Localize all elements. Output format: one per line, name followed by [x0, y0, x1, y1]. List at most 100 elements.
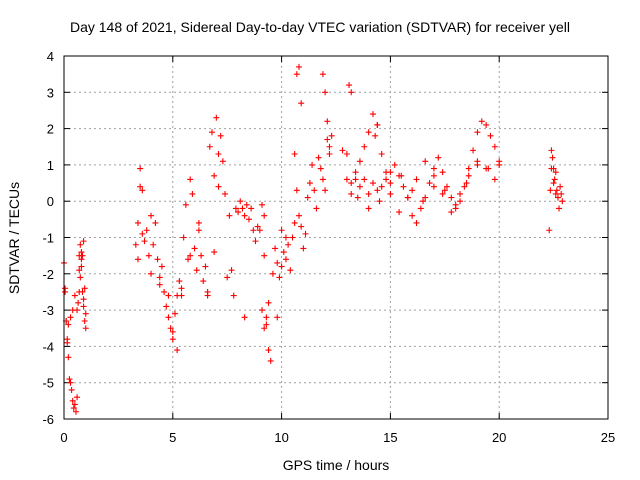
y-tick-label: -5: [42, 376, 54, 391]
data-point: [365, 129, 372, 136]
data-point: [376, 198, 383, 205]
data-point: [265, 299, 272, 306]
data-point: [178, 285, 185, 292]
data-point: [202, 263, 209, 270]
data-point: [554, 194, 561, 201]
data-point: [422, 194, 429, 201]
data-point: [139, 230, 146, 237]
data-point: [448, 194, 455, 201]
data-point: [145, 252, 152, 259]
data-point: [67, 379, 74, 386]
data-point: [74, 394, 81, 401]
data-point: [300, 245, 307, 252]
data-point: [291, 151, 298, 158]
data-point: [206, 143, 213, 150]
data-point: [378, 183, 385, 190]
data-point: [191, 245, 198, 252]
data-point: [77, 274, 84, 281]
data-point: [276, 274, 283, 281]
data-point: [245, 216, 252, 223]
data-point: [195, 219, 202, 226]
data-point: [304, 194, 311, 201]
data-point: [219, 158, 226, 165]
data-point: [546, 227, 553, 234]
data-point: [483, 121, 490, 128]
data-point: [343, 176, 350, 183]
data-point: [171, 310, 178, 317]
data-point: [272, 245, 279, 252]
data-point: [422, 158, 429, 165]
data-point: [352, 169, 359, 176]
data-point: [435, 154, 442, 161]
data-point: [200, 278, 207, 285]
data-point: [180, 234, 187, 241]
data-point: [165, 314, 172, 321]
data-point: [65, 354, 72, 361]
data-point: [185, 256, 192, 263]
data-point: [420, 198, 427, 205]
data-point: [78, 249, 85, 256]
data-point: [296, 212, 303, 219]
data-point: [550, 180, 557, 187]
data-point: [378, 151, 385, 158]
data-point: [156, 274, 163, 281]
data-point: [263, 314, 270, 321]
data-point: [356, 183, 363, 190]
data-point: [547, 187, 554, 194]
data-point: [187, 176, 194, 183]
data-point: [81, 285, 88, 292]
data-point: [430, 172, 437, 179]
data-point: [496, 161, 503, 168]
data-point: [167, 325, 174, 332]
data-point: [439, 169, 446, 176]
data-point: [474, 129, 481, 136]
y-tick-label: -6: [42, 412, 54, 427]
data-point: [213, 114, 220, 121]
data-point: [250, 227, 257, 234]
x-tick-labels: 0 5 10 15 20 25: [60, 430, 615, 445]
data-point: [280, 249, 287, 256]
data-point: [322, 89, 329, 96]
data-point: [278, 263, 285, 270]
y-tick-label: 3: [47, 85, 54, 100]
data-point: [400, 183, 407, 190]
data-point: [293, 187, 300, 194]
data-point: [417, 205, 424, 212]
data-point: [226, 212, 233, 219]
data-point: [457, 190, 464, 197]
data-point: [296, 63, 303, 70]
data-point: [80, 296, 87, 303]
data-point: [348, 180, 355, 187]
data-point: [193, 267, 200, 274]
data-point: [70, 405, 77, 412]
data-point: [77, 241, 84, 248]
data-point: [230, 292, 237, 299]
data-point: [248, 205, 255, 212]
data-point: [409, 212, 416, 219]
data-point: [72, 408, 79, 415]
data-point: [189, 190, 196, 197]
data-point: [361, 176, 368, 183]
data-point: [269, 270, 276, 277]
data-point: [79, 288, 86, 295]
data-point: [263, 321, 270, 328]
data-point: [148, 212, 155, 219]
data-point: [261, 252, 268, 259]
data-point: [387, 180, 394, 187]
x-tick-label: 0: [60, 430, 67, 445]
data-point: [267, 357, 274, 364]
data-point: [291, 219, 298, 226]
data-point: [256, 227, 263, 234]
data-point: [413, 219, 420, 226]
data-point: [322, 187, 329, 194]
data-point: [148, 270, 155, 277]
data-point: [217, 132, 224, 139]
data-point: [548, 165, 555, 172]
data-point: [68, 386, 75, 393]
data-point: [80, 303, 87, 310]
data-point: [178, 292, 185, 299]
data-point: [232, 205, 239, 212]
data-point: [461, 183, 468, 190]
data-point: [324, 118, 331, 125]
y-tick-labels: -6 -5 -4 -3 -2 -1 0 1 2 3 4: [42, 49, 54, 427]
